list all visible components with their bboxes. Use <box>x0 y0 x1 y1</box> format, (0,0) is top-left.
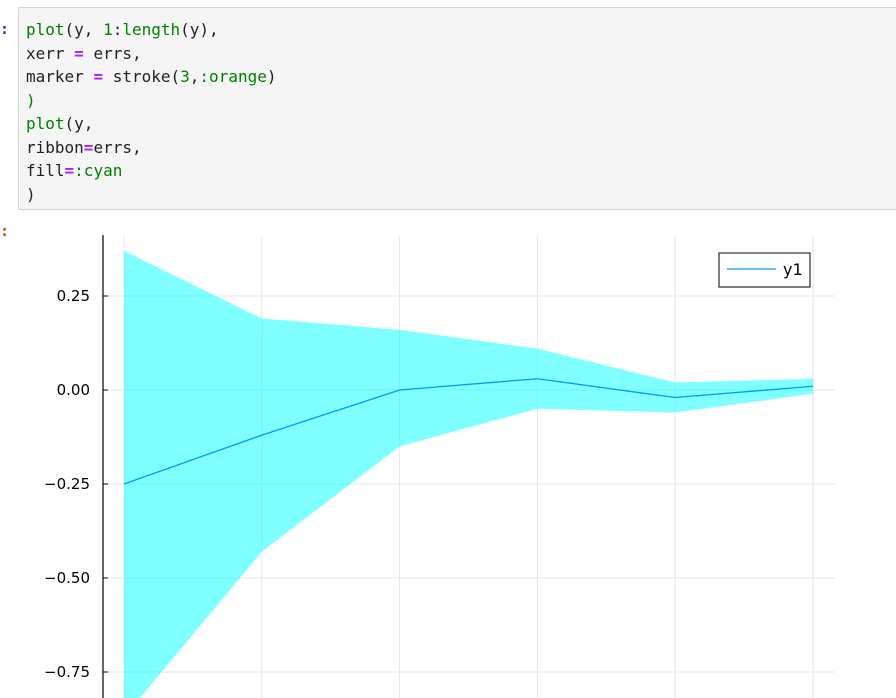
code-line: ) <box>26 185 36 204</box>
code-token: ) <box>26 184 36 204</box>
code-token: = <box>83 137 94 157</box>
code-token: (y), <box>180 20 219 39</box>
code-cell[interactable]: plot(y, 1:length(y), xerr = errs, marker… <box>18 7 896 210</box>
code-line: xerr = errs, <box>26 44 142 63</box>
legend-label-y1: y1 <box>783 260 803 279</box>
ribbon-plot: 0.25 0.00 −0.25 −0.50 −0.75 y1 <box>44 235 835 698</box>
ribbon-area <box>124 250 813 698</box>
code-token: , <box>189 67 200 86</box>
code-token: ) <box>266 67 277 86</box>
legend-box <box>718 252 811 288</box>
code-token: ribbon <box>26 137 84 157</box>
code-token: : <box>112 20 123 39</box>
code-token: plot <box>26 114 65 133</box>
code-token: (y, <box>64 114 94 133</box>
code-token: stroke( <box>103 67 181 86</box>
code-token: = <box>74 43 84 63</box>
code-token: (y, <box>64 20 104 39</box>
code-line: plot(y, <box>26 114 93 133</box>
code-line: ) <box>26 91 36 110</box>
code-token: errs, <box>83 43 142 63</box>
code-token: errs, <box>93 137 142 157</box>
code-line: fill=:cyan <box>26 161 122 180</box>
code-token: length <box>122 20 181 39</box>
input-prompt: : <box>0 20 10 38</box>
code-token: fill <box>26 161 65 180</box>
code-line: plot(y, 1:length(y), <box>26 20 219 39</box>
code-token: xerr <box>26 43 75 63</box>
code-token: plot <box>26 20 65 39</box>
code-token: 3 <box>180 67 190 86</box>
y-tick-label: 0.25 <box>57 287 90 305</box>
code-token: 1 <box>103 20 113 39</box>
legend: y1 <box>718 252 811 288</box>
code-line: marker = stroke(3,:orange) <box>26 67 277 86</box>
code-token: marker <box>26 67 94 86</box>
code-token: :orange <box>199 67 267 86</box>
code-token: :cyan <box>74 161 123 180</box>
y-tick-label: −0.25 <box>44 475 90 493</box>
y-ticks: 0.25 0.00 −0.25 −0.50 −0.75 <box>44 287 108 681</box>
y-tick-label: 0.00 <box>57 381 90 399</box>
code-token: ) <box>26 90 36 110</box>
code-token: = <box>64 161 75 180</box>
output-prompt: : <box>0 222 10 240</box>
y-tick-label: −0.50 <box>44 569 90 587</box>
y-tick-label: −0.75 <box>44 663 90 681</box>
code-line: ribbon=errs, <box>26 138 142 157</box>
code-editor[interactable]: plot(y, 1:length(y), xerr = errs, marker… <box>26 18 277 206</box>
code-token: = <box>93 67 104 86</box>
series-line-y1 <box>123 378 814 485</box>
